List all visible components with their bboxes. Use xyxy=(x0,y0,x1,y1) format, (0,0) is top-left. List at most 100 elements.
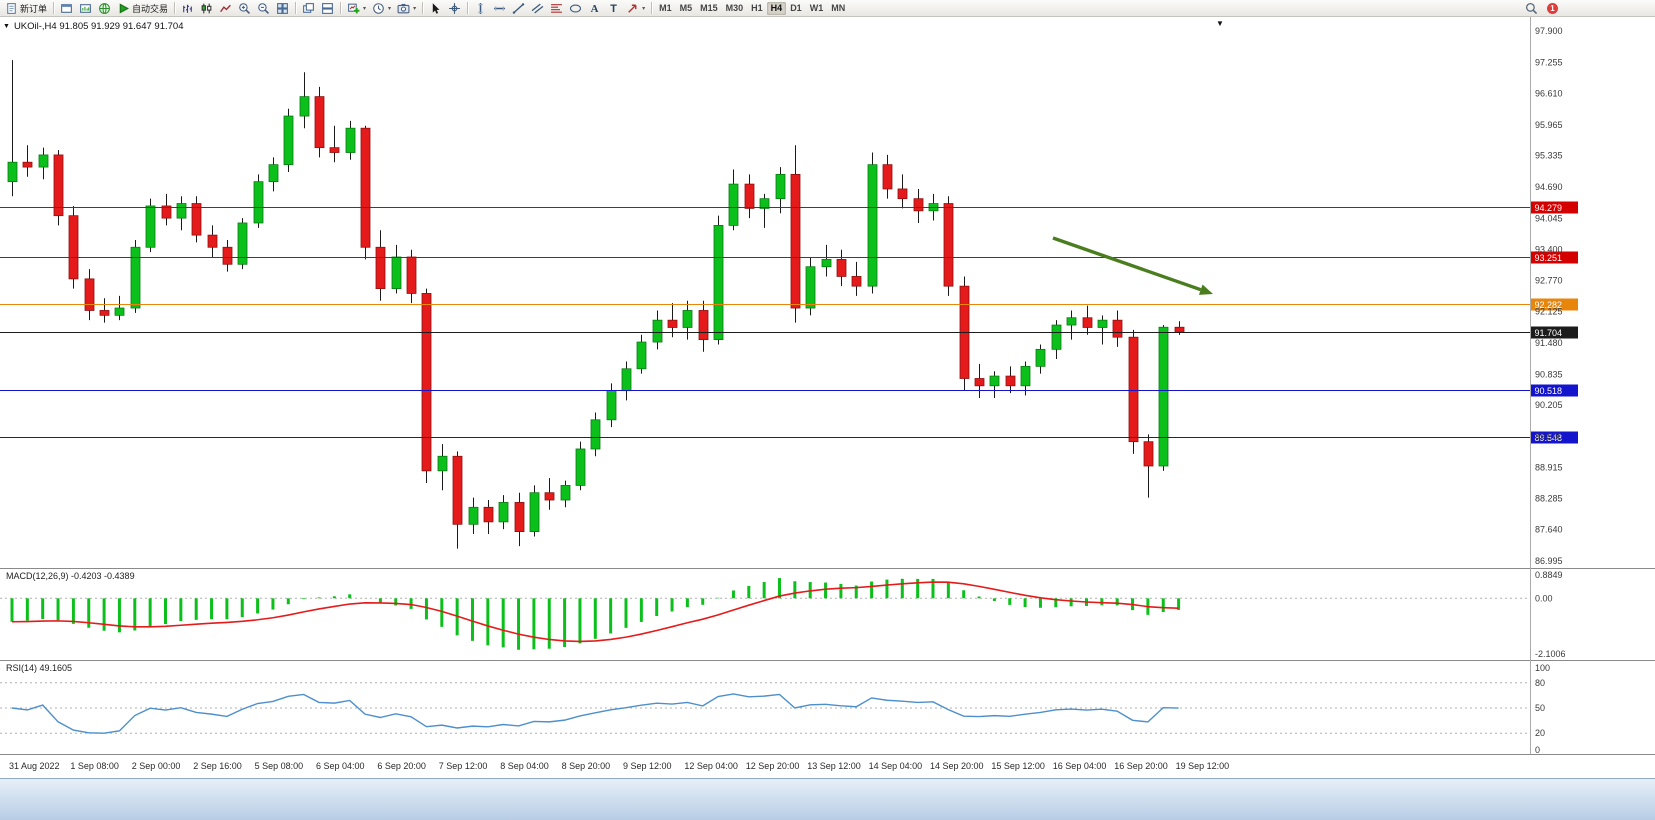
svg-text:93.251: 93.251 xyxy=(1535,253,1563,263)
svg-text:97.255: 97.255 xyxy=(1535,57,1563,67)
svg-text:91.704: 91.704 xyxy=(1535,328,1563,338)
trendline-button[interactable] xyxy=(509,1,528,15)
candlestick-chart-button[interactable] xyxy=(197,1,216,15)
market-watch-button[interactable] xyxy=(76,1,95,15)
svg-text:95.335: 95.335 xyxy=(1535,151,1563,161)
trend-arrow-annotation[interactable] xyxy=(1052,236,1213,295)
toolbar: 新订单 自动交易 ▾ ▾ ▾ A T ▾ M1 M5 M15 M30 H1 H4 D1 W1 MN 1 xyxy=(0,0,1655,17)
toolbar-separator xyxy=(467,2,469,14)
new-chart-button[interactable]: ▾ xyxy=(344,1,369,15)
zoom-in-button[interactable] xyxy=(235,1,254,15)
svg-text:90.835: 90.835 xyxy=(1535,369,1563,379)
price-axis[interactable]: 97.900 97.255 96.610 95.965 95.335 94.690 94.0… xyxy=(1535,26,1566,755)
search-button[interactable] xyxy=(1522,1,1541,15)
templates-button[interactable]: ▾ xyxy=(394,1,419,15)
svg-text:T: T xyxy=(610,3,617,15)
svg-text:6 Sep 20:00: 6 Sep 20:00 xyxy=(377,761,426,771)
svg-text:5 Sep 08:00: 5 Sep 08:00 xyxy=(255,761,304,771)
time-axis[interactable]: 31 Aug 2022 1 Sep 08:00 2 Sep 00:00 2 Sep 1… xyxy=(9,761,1229,771)
svg-text:89.548: 89.548 xyxy=(1535,433,1563,443)
svg-text:88.285: 88.285 xyxy=(1535,493,1563,503)
line-chart-button[interactable] xyxy=(216,1,235,15)
svg-text:31 Aug 2022: 31 Aug 2022 xyxy=(9,761,60,771)
new-order-button[interactable]: 新订单 xyxy=(2,1,50,15)
timeframe-button-m15[interactable]: M15 xyxy=(700,2,718,13)
text-button[interactable]: A xyxy=(585,1,604,15)
cursor-button[interactable] xyxy=(426,1,445,15)
fibonacci-button[interactable] xyxy=(547,1,566,15)
caret-down-icon: ▾ xyxy=(363,5,367,12)
shapes-button[interactable] xyxy=(566,1,585,15)
svg-text:6 Sep 04:00: 6 Sep 04:00 xyxy=(316,761,365,771)
price-tag xyxy=(1531,431,1578,444)
timeframe-button-h1[interactable]: H1 xyxy=(751,2,763,13)
new-order-button-label: 新订单 xyxy=(20,3,48,14)
horizontal-line-button[interactable] xyxy=(490,1,509,15)
doc-icon xyxy=(5,2,18,15)
caret-down-icon: ▾ xyxy=(388,5,392,12)
svg-text:80: 80 xyxy=(1535,678,1545,688)
tile-icon xyxy=(276,2,289,15)
caret-down-icon: ▾ xyxy=(413,5,417,12)
timeframe-button-m5[interactable]: M5 xyxy=(679,2,693,13)
svg-text:2 Sep 16:00: 2 Sep 16:00 xyxy=(193,761,242,771)
timeframe-button-w1[interactable]: W1 xyxy=(809,2,824,13)
arrange-windows-button[interactable] xyxy=(318,1,337,15)
textA-icon: A xyxy=(588,2,601,15)
zoom-out-button[interactable] xyxy=(254,1,273,15)
crosshair-button[interactable] xyxy=(445,1,464,15)
chart-windows-button[interactable] xyxy=(57,1,76,15)
bar-chart-button[interactable] xyxy=(178,1,197,15)
timeframe-button-h4[interactable]: H4 xyxy=(766,1,787,15)
timeframe-button-m1[interactable]: M1 xyxy=(659,2,672,13)
svg-text:14 Sep 20:00: 14 Sep 20:00 xyxy=(930,761,984,771)
symbol-dropdown-icon[interactable]: ▼ xyxy=(3,23,10,30)
auto-trading-button-label: 自动交易 xyxy=(132,3,169,14)
rsi-indicator-label: RSI(14) 49.1605 xyxy=(6,663,73,673)
channel-icon xyxy=(531,2,544,15)
notification-badge[interactable]: 1 xyxy=(1547,2,1558,14)
timeframe-button-d1[interactable]: D1 xyxy=(790,2,802,13)
globe-icon xyxy=(98,2,111,15)
cascade-windows-button[interactable] xyxy=(299,1,318,15)
svg-text:50: 50 xyxy=(1535,703,1545,713)
chart-shift-marker-icon[interactable]: ▼ xyxy=(1216,19,1224,28)
tile2-icon xyxy=(321,2,334,15)
community-button[interactable] xyxy=(95,1,114,15)
arrows-button[interactable]: ▾ xyxy=(623,1,648,15)
vline-icon xyxy=(474,2,487,15)
auto-trading-button[interactable]: 自动交易 xyxy=(114,1,171,15)
vertical-line-button[interactable] xyxy=(471,1,490,15)
toolbar-separator xyxy=(295,2,297,14)
linechart-icon xyxy=(219,2,232,15)
window-bottom-strip xyxy=(0,778,1655,820)
periods-button[interactable]: ▾ xyxy=(369,1,394,15)
text-label-button[interactable]: T xyxy=(604,1,623,15)
play-icon xyxy=(117,2,130,15)
svg-text:92.770: 92.770 xyxy=(1535,275,1563,285)
svg-text:91.480: 91.480 xyxy=(1535,338,1563,348)
timeframe-button-mn[interactable]: MN xyxy=(831,2,846,13)
svg-text:8 Sep 04:00: 8 Sep 04:00 xyxy=(500,761,549,771)
zoomin-icon xyxy=(238,2,251,15)
svg-text:9 Sep 12:00: 9 Sep 12:00 xyxy=(623,761,672,771)
bars-icon xyxy=(181,2,194,15)
svg-text:92.282: 92.282 xyxy=(1535,300,1563,310)
svg-text:89.560: 89.560 xyxy=(1535,431,1563,441)
svg-text:19 Sep 12:00: 19 Sep 12:00 xyxy=(1176,761,1230,771)
camera-icon xyxy=(397,2,410,15)
tile-windows-button[interactable] xyxy=(273,1,292,15)
svg-text:88.915: 88.915 xyxy=(1535,463,1563,473)
svg-text:92.125: 92.125 xyxy=(1535,307,1563,317)
toolbar-separator xyxy=(340,2,342,14)
svg-text:2 Sep 00:00: 2 Sep 00:00 xyxy=(132,761,181,771)
svg-text:97.900: 97.900 xyxy=(1535,26,1563,36)
price-tag xyxy=(1531,384,1578,397)
svg-text:20: 20 xyxy=(1535,728,1545,738)
shapes-icon xyxy=(569,2,582,15)
clock-icon xyxy=(372,2,385,15)
timeframe-button-m30[interactable]: M30 xyxy=(725,2,744,13)
svg-text:16 Sep 04:00: 16 Sep 04:00 xyxy=(1053,761,1107,771)
equidistant-channel-button[interactable] xyxy=(528,1,547,15)
